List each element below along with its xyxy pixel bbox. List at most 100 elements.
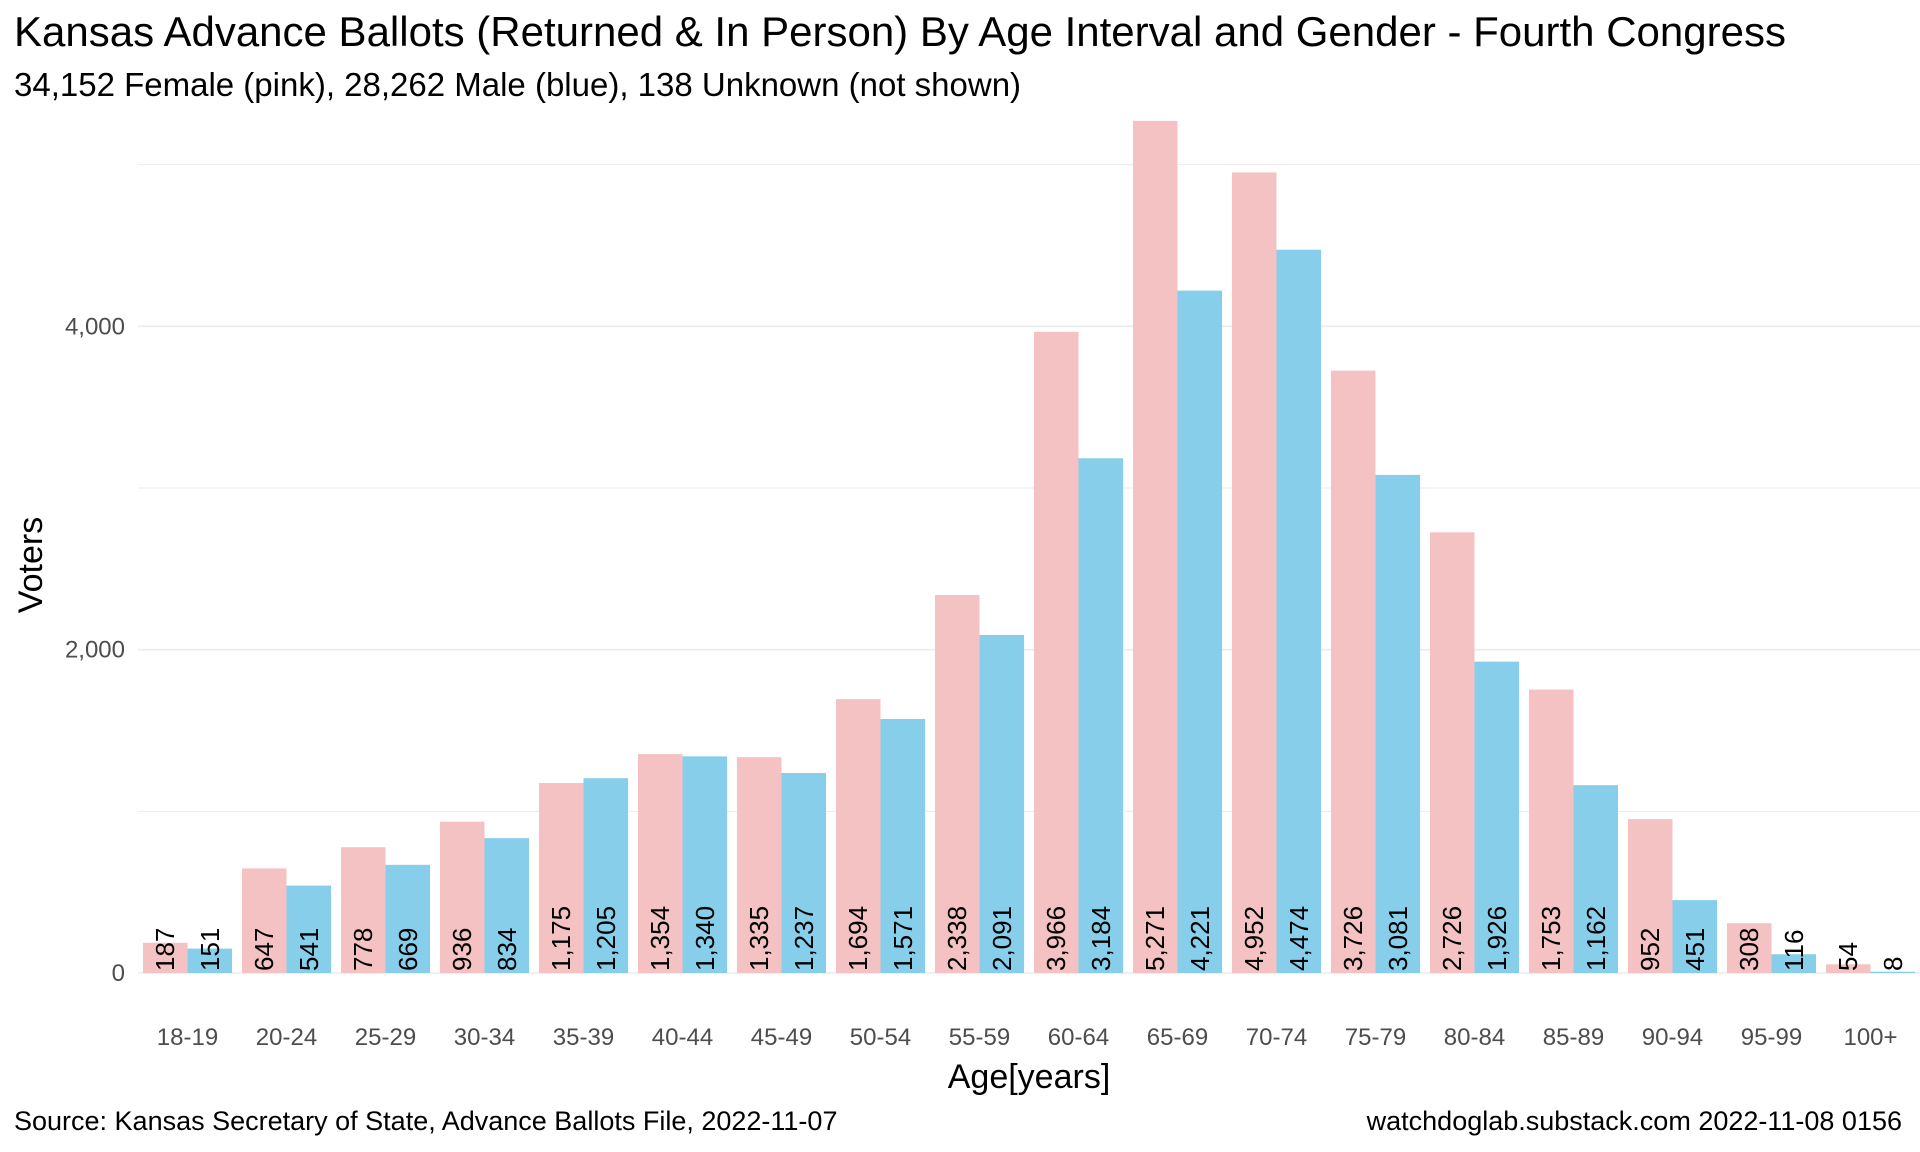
bar-value-label: 1,340 [690,906,720,971]
bar-value-label: 3,081 [1383,906,1413,971]
bar-value-label: 1,571 [888,906,918,971]
bar-value-label: 2,091 [987,906,1017,971]
bar [1033,331,1079,974]
chart-title: Kansas Advance Ballots (Returned & In Pe… [14,8,1786,55]
bar [1528,689,1574,973]
bar-value-label: 3,726 [1338,906,1368,971]
bar-value-label: 116 [1779,930,1809,971]
bar-value-label: 2,726 [1437,906,1467,971]
bar-value-label: 308 [1734,928,1764,971]
x-tick-label: 50-54 [850,1024,911,1051]
source-note: Source: Kansas Secretary of State, Advan… [14,1106,838,1136]
x-tick-label: 18-19 [157,1024,218,1051]
bar [880,719,926,973]
x-tick-label: 30-34 [454,1024,515,1051]
x-tick-label: 65-69 [1147,1024,1208,1051]
x-tick-label: 100+ [1843,1024,1897,1051]
x-tick-label: 45-49 [751,1024,812,1051]
bar-value-label: 5,271 [1140,906,1170,971]
bar-value-label: 778 [348,928,378,971]
bar-value-label: 1,162 [1581,906,1611,971]
bar [484,838,530,973]
y-tick-label: 2,000 [65,637,125,664]
bar [1330,370,1376,973]
bar-value-label: 541 [294,928,324,971]
y-tick-label: 0 [112,960,125,987]
bar [1177,290,1223,974]
bar-labels: 187 151 647 541 778 669 936 834 1,175 1,205 1,354 1… [150,906,1908,971]
bar [1474,661,1520,973]
bar-value-label: 669 [393,928,423,971]
bar-chart: 187 151 647 541 778 669 936 834 1,175 1,205 1,354 1… [12,120,1920,1096]
axes: 0 2,000 4,000 18-19 20-24 25-29 30-34 35-39 40-4… [65,313,1898,1051]
x-tick-label: 90-94 [1642,1024,1703,1051]
bar [781,773,827,973]
bar [1672,900,1718,973]
bar [241,868,287,973]
bar-value-label: 1,694 [843,906,873,971]
bar-value-label: 1,175 [546,906,576,971]
bar [439,821,485,973]
bar [1375,474,1421,973]
x-tick-label: 35-39 [553,1024,614,1051]
bar [1132,120,1178,974]
x-tick-label: 55-59 [949,1024,1010,1051]
bar [637,754,683,973]
bar-value-label: 1,926 [1482,906,1512,971]
bar [1573,785,1619,973]
bar [340,847,386,973]
y-axis-title: Voters [12,517,50,613]
x-tick-label: 85-89 [1543,1024,1604,1051]
bar [835,699,881,973]
bar-value-label: 3,184 [1086,906,1116,971]
x-tick-label: 20-24 [256,1024,317,1051]
chart-subtitle: 34,152 Female (pink), 28,262 Male (blue)… [14,66,1022,103]
bar-value-label: 1,354 [645,906,675,971]
bar [1429,532,1475,973]
bar-value-label: 451 [1680,928,1710,971]
bar-value-label: 4,952 [1239,906,1269,971]
bar [1726,923,1772,973]
bar [736,757,782,973]
x-tick-label: 40-44 [652,1024,713,1051]
bar [286,885,332,973]
bar [385,864,431,973]
bar-value-label: 952 [1635,928,1665,971]
bar-value-label: 4,221 [1185,906,1215,971]
gridlines [138,164,1920,974]
x-tick-label: 80-84 [1444,1024,1505,1051]
x-axis-title: Age[years] [948,1058,1111,1096]
bar-value-label: 151 [195,928,225,971]
bar-value-label: 187 [150,928,180,971]
bar [1825,964,1871,973]
bar-value-label: 1,335 [744,906,774,971]
bar [1627,819,1673,973]
bar-value-label: 8 [1878,957,1908,971]
bar-value-label: 1,753 [1536,906,1566,971]
bar [979,634,1025,973]
x-tick-label: 25-29 [355,1024,416,1051]
bar-value-label: 834 [492,928,522,971]
bar [538,783,584,973]
bar-value-label: 3,966 [1041,906,1071,971]
bar [934,595,980,973]
bar-value-label: 647 [249,928,279,971]
bar [187,948,233,973]
bar [142,942,188,973]
bar [1870,971,1916,973]
credit-note: watchdoglab.substack.com 2022-11-08 0156 [1366,1106,1902,1136]
bar [583,778,629,973]
bar [1276,249,1322,973]
bar [1078,458,1124,974]
bar-value-label: 54 [1833,942,1863,971]
bar [1231,172,1277,974]
x-tick-label: 75-79 [1345,1024,1406,1051]
bar-value-label: 936 [447,928,477,971]
bar-value-label: 1,205 [591,906,621,971]
bar-value-label: 1,237 [789,906,819,971]
bars [142,120,1916,974]
y-tick-label: 4,000 [65,313,125,340]
x-tick-label: 95-99 [1741,1024,1802,1051]
x-tick-label: 70-74 [1246,1024,1307,1051]
bar [682,756,728,973]
